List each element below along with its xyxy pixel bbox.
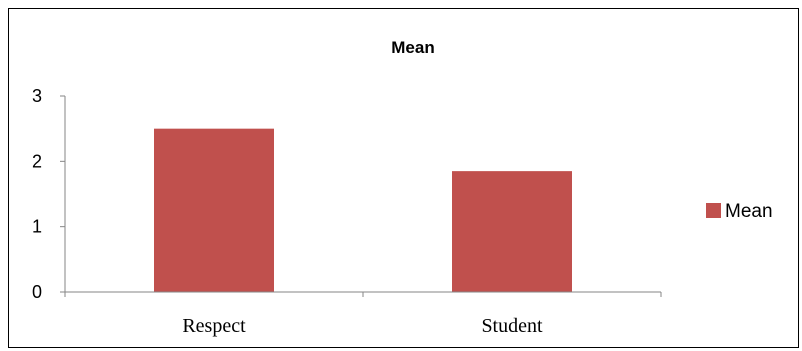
chart-frame	[8, 8, 799, 348]
legend-label-mean: Mean	[725, 201, 773, 222]
y-tick-label-0: 0	[32, 282, 42, 302]
x-tick-label-respect: Respect	[182, 315, 246, 337]
bar-respect	[154, 128, 274, 292]
y-tick-label-1: 1	[32, 217, 42, 237]
bars	[154, 128, 572, 292]
x-axis-ticks: Respect Student	[64, 292, 662, 337]
chart-title: Mean	[391, 38, 434, 57]
y-tick-label-3: 3	[32, 86, 42, 106]
x-tick-label-student: Student	[481, 315, 543, 337]
y-axis-ticks: 0 1 2 3	[32, 86, 65, 302]
legend-swatch-mean	[706, 203, 721, 218]
legend: Mean	[706, 201, 773, 222]
y-tick-label-2: 2	[32, 151, 42, 171]
bar-student	[452, 171, 572, 292]
